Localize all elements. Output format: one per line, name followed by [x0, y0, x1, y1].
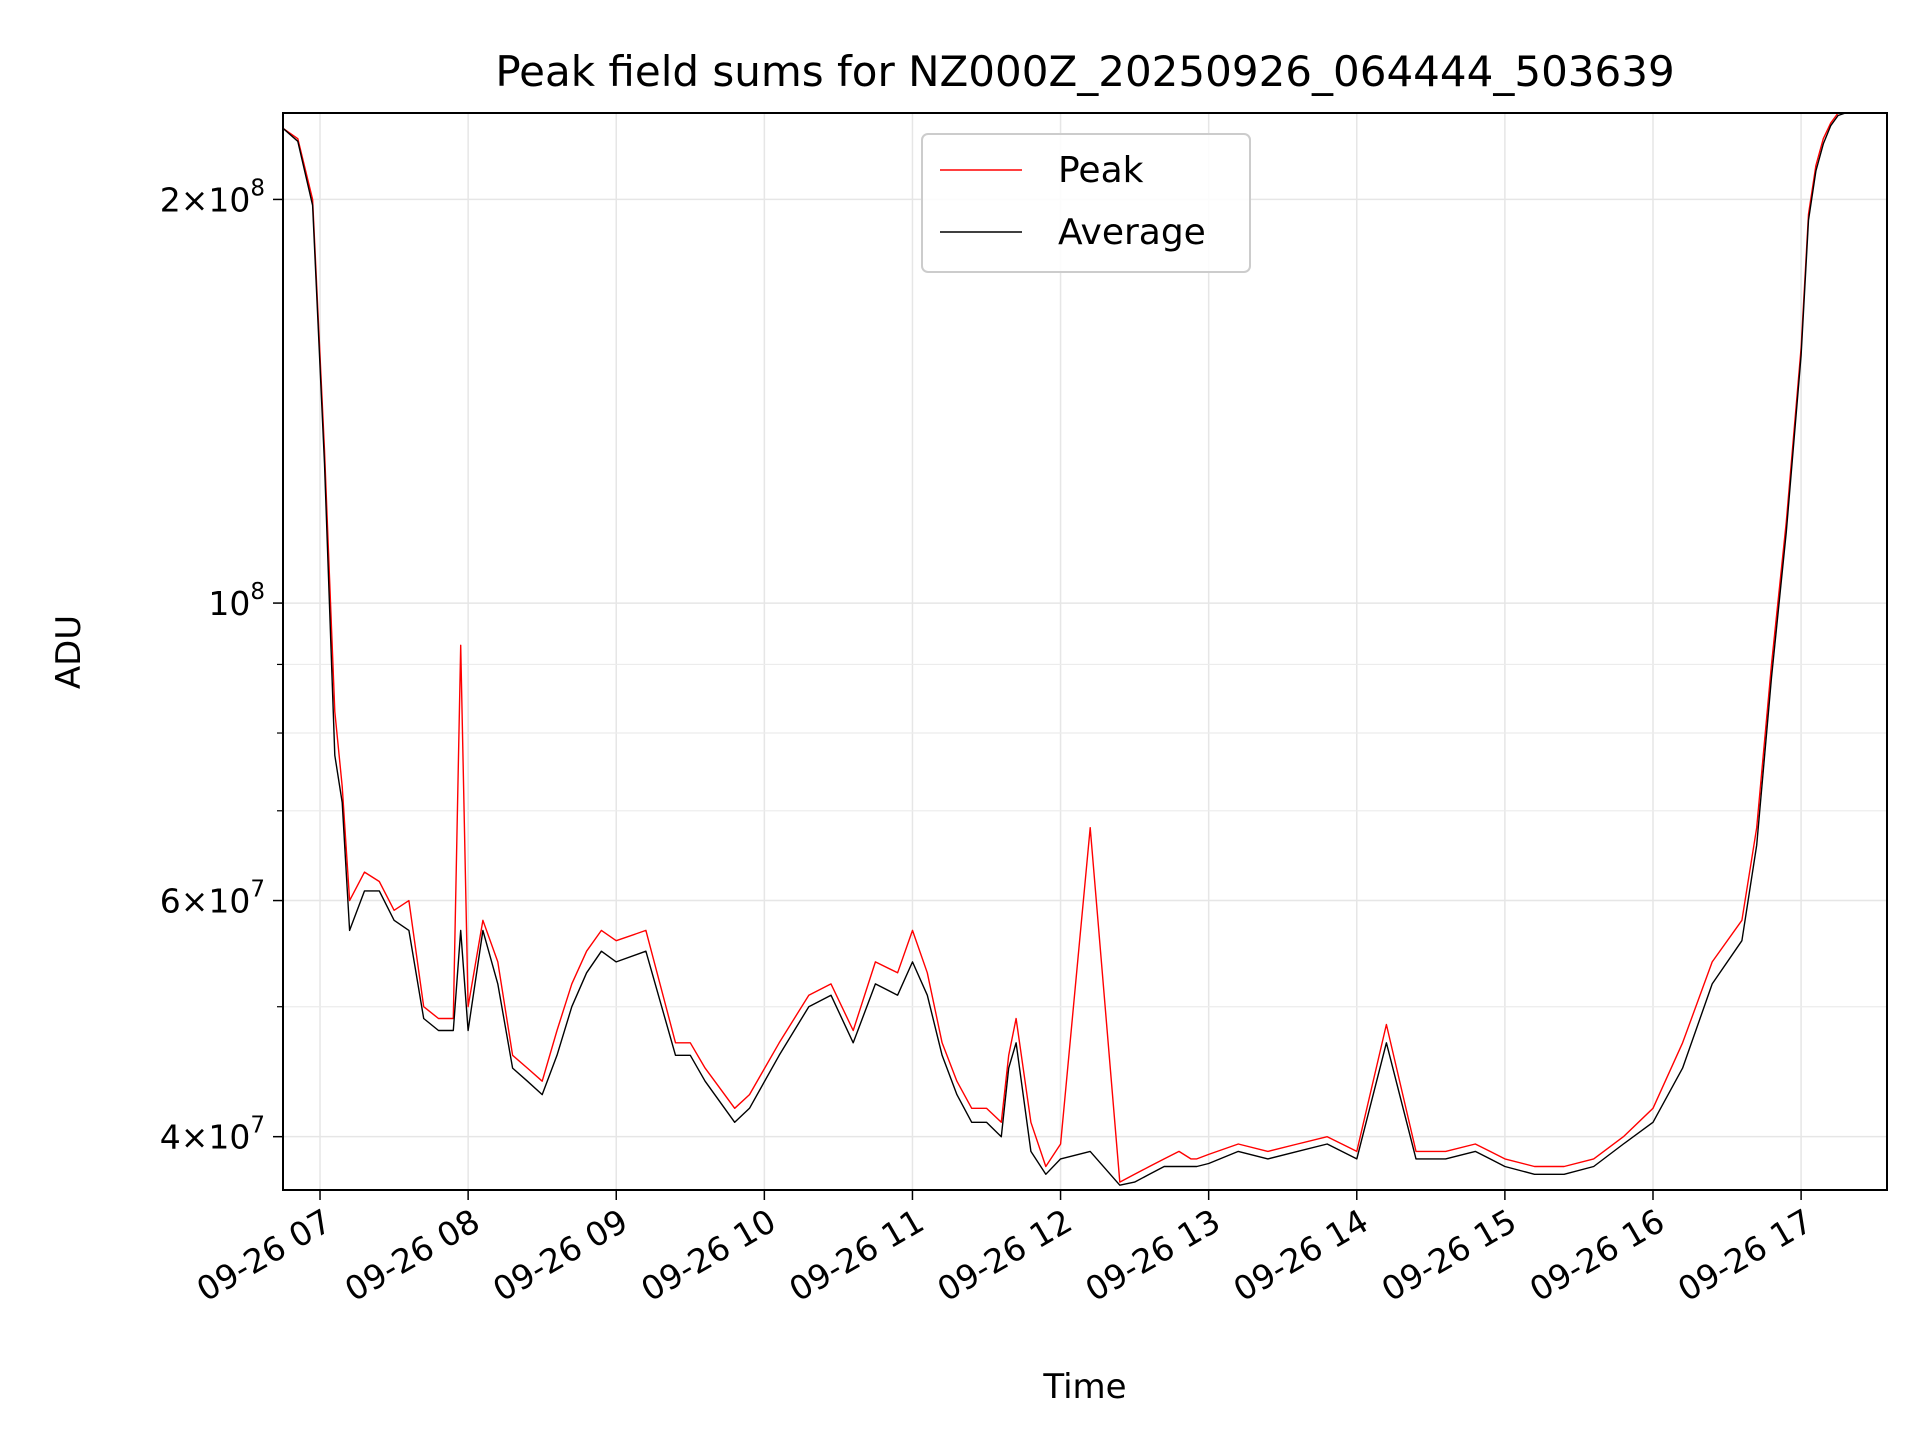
y-tick-label: 2×108	[160, 175, 265, 219]
series-layer	[283, 113, 1887, 1186]
chart-title: Peak field sums for NZ000Z_20250926_0644…	[495, 47, 1674, 96]
y-axis-label: ADU	[49, 615, 89, 689]
legend: Peak Average	[921, 133, 1251, 273]
plot-frame	[282, 112, 1888, 1191]
legend-box	[921, 133, 1251, 273]
y-axis: 4×107 6×107 108 2×108	[160, 175, 283, 1157]
y-tick-label: 108	[208, 579, 265, 623]
legend-label-peak: Peak	[1058, 150, 1144, 191]
legend-label-average: Average	[1058, 212, 1206, 253]
series-line-peak	[283, 113, 1887, 1183]
series-line-average	[283, 113, 1887, 1186]
y-tick-label: 4×107	[160, 1113, 265, 1157]
x-axis-label: Time	[1042, 1367, 1126, 1407]
y-tick-label: 6×107	[160, 877, 265, 921]
